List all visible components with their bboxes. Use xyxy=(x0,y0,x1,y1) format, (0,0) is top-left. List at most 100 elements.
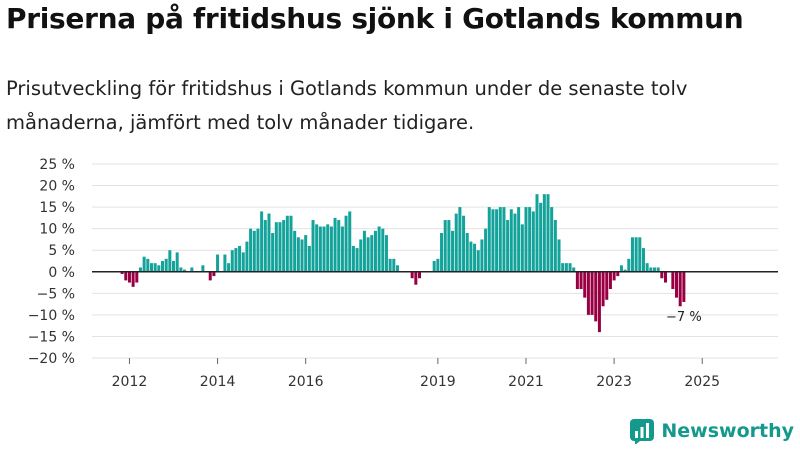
x-tick-label: 2025 xyxy=(684,374,720,390)
bar xyxy=(373,230,377,272)
bar xyxy=(671,271,675,290)
bar xyxy=(462,215,466,272)
chart-title: Priserna på fritidshus sjönk i Gotlands … xyxy=(6,2,744,35)
y-tick-label: −5 % xyxy=(37,286,75,302)
bar xyxy=(675,271,679,298)
bar xyxy=(256,228,260,272)
bar xyxy=(304,235,308,272)
bar xyxy=(241,252,245,272)
bar xyxy=(590,271,594,315)
bar xyxy=(641,248,645,272)
bar xyxy=(572,267,576,272)
y-tick-label: −15 % xyxy=(28,329,75,345)
bar xyxy=(138,267,142,272)
bar xyxy=(351,245,355,272)
bar xyxy=(410,271,414,279)
bar xyxy=(282,220,286,272)
bar xyxy=(340,226,344,272)
bar xyxy=(520,224,524,272)
bar xyxy=(451,230,455,272)
bar xyxy=(168,250,172,272)
bar xyxy=(535,194,539,272)
bar xyxy=(131,271,135,287)
brand-name: Newsworthy xyxy=(661,420,794,442)
x-tick-label: 2016 xyxy=(288,374,324,390)
bar xyxy=(377,226,381,272)
bar xyxy=(348,211,352,272)
bar xyxy=(619,265,623,272)
bar xyxy=(190,267,194,272)
bar xyxy=(293,230,297,272)
bar xyxy=(476,250,480,272)
bar xyxy=(601,271,605,307)
bar xyxy=(528,207,532,272)
bar xyxy=(216,254,220,272)
bar xyxy=(179,267,183,272)
bar xyxy=(447,220,451,272)
bar xyxy=(267,213,271,272)
bar xyxy=(183,269,187,272)
bar xyxy=(337,220,341,272)
newsworthy-logo-icon xyxy=(630,419,655,444)
bar xyxy=(506,220,510,272)
bar xyxy=(616,271,620,277)
gridlines xyxy=(92,163,778,359)
y-tick-label: 10 % xyxy=(39,222,75,238)
bar xyxy=(381,228,385,272)
bar xyxy=(285,215,289,272)
bar xyxy=(249,228,253,272)
bar xyxy=(414,271,418,285)
bar xyxy=(509,209,513,272)
bar xyxy=(164,258,168,272)
x-tick-label: 2021 xyxy=(508,374,544,390)
bar xyxy=(638,237,642,272)
bar xyxy=(318,226,322,272)
x-tick-label: 2014 xyxy=(200,374,236,390)
bar xyxy=(175,252,179,272)
bar xyxy=(623,269,627,272)
bar xyxy=(149,263,153,272)
bar xyxy=(326,224,330,272)
annotations: −7 % xyxy=(666,310,702,325)
bar xyxy=(300,239,304,272)
bar xyxy=(539,202,543,272)
bar xyxy=(271,232,275,272)
bar xyxy=(135,271,139,283)
bar xyxy=(160,261,164,272)
bar xyxy=(682,271,686,302)
bar xyxy=(568,263,572,272)
bar xyxy=(678,271,682,307)
x-tick-label: 2023 xyxy=(596,374,632,390)
last-value-label: −7 % xyxy=(666,310,702,325)
bar xyxy=(524,207,528,272)
bar xyxy=(245,241,249,272)
bar xyxy=(498,207,502,272)
bar xyxy=(392,258,396,272)
bar xyxy=(395,265,399,272)
bar xyxy=(656,267,660,272)
bar xyxy=(432,261,436,272)
bar xyxy=(142,256,146,272)
bar xyxy=(597,271,601,333)
x-axis: 2012 2014 2016 2019 2021 2023 2025 xyxy=(112,358,720,390)
y-tick-label: 0 % xyxy=(48,265,75,281)
bar xyxy=(124,271,128,281)
bar xyxy=(579,271,583,290)
bar xyxy=(605,271,609,300)
y-axis-labels: 25 % 20 % 15 % 10 % 5 % 0 % −5 % −10 % −15 % −20 … xyxy=(28,157,75,367)
bars xyxy=(120,194,686,333)
bar xyxy=(550,207,554,272)
bar xyxy=(384,235,388,272)
bar xyxy=(212,271,216,277)
bar xyxy=(362,230,366,272)
chart-subtitle: Prisutveckling för fritidshus i Gotlands… xyxy=(6,77,688,134)
bar xyxy=(344,215,348,272)
bar xyxy=(480,239,484,272)
y-tick-label: 25 % xyxy=(39,157,75,173)
bar xyxy=(355,248,359,272)
bar xyxy=(359,239,363,272)
x-tick-label: 2012 xyxy=(112,374,148,390)
bar xyxy=(502,207,506,272)
bar xyxy=(418,271,422,279)
